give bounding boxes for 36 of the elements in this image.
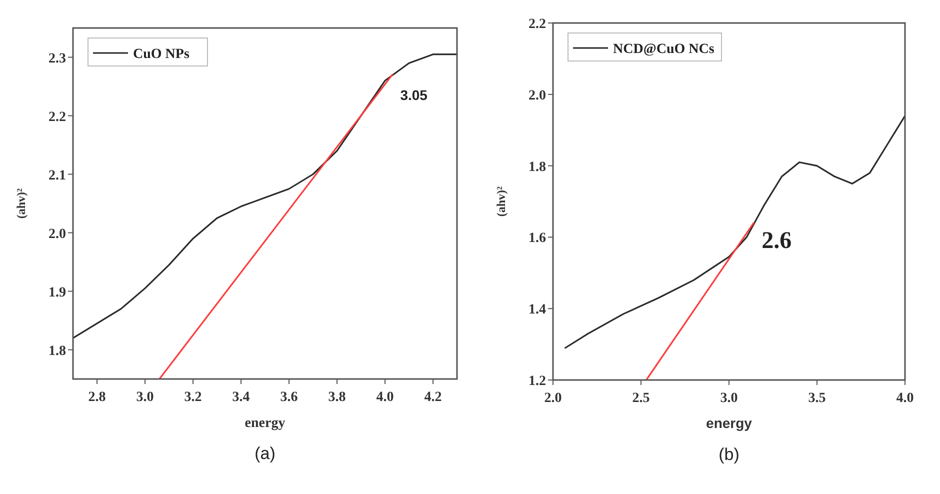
x-tick-label: 4.0: [896, 391, 914, 406]
x-tick-label: 4.2: [424, 390, 442, 405]
annotation: 2.6: [762, 228, 792, 254]
x-tick-label: 3.4: [232, 390, 250, 405]
y-axis-title: (ahv)²: [494, 186, 508, 217]
x-tick-label: 3.5: [808, 391, 826, 406]
annotation: 3.05: [400, 86, 428, 103]
y-tick-label: 1.2: [528, 374, 546, 389]
y-tick-label: 2.1: [48, 168, 66, 184]
text: (a): [254, 444, 276, 463]
x-tick-label: 3.0: [720, 391, 738, 406]
y-tick-label: 1.8: [528, 160, 546, 175]
legend-label: CuO NPs: [133, 47, 190, 62]
y-tick-label: 1.6: [528, 231, 546, 246]
text: (b): [718, 445, 740, 464]
x-tick-label: 2.8: [88, 390, 106, 405]
x-axis-title: energy: [244, 416, 286, 431]
x-axis-title: energy: [706, 415, 752, 431]
x-tick-label: 4.0: [376, 390, 394, 405]
x-tick-label: 3.8: [328, 390, 346, 405]
y-tick-label: 2.0: [48, 226, 66, 242]
x-tick-label: 2.5: [632, 391, 650, 406]
legend-label: NCD@CuO NCs: [613, 42, 715, 57]
y-axis-title: (ahv)²: [14, 188, 28, 219]
y-tick-label: 2.2: [528, 17, 546, 32]
y-tick-label: 1.9: [48, 285, 66, 300]
y-tick-label: 2.2: [48, 110, 66, 125]
x-tick-label: 3.0: [136, 390, 154, 405]
line-series: [564, 115, 905, 349]
y-tick-label: 2.3: [48, 51, 66, 66]
y-tick-label: 1.4: [528, 302, 546, 318]
y-tick-label: 2.0: [528, 88, 546, 104]
y-tick-label: 1.8: [48, 344, 66, 359]
x-tick-label: 2.0: [544, 391, 562, 406]
x-tick-label: 3.6: [280, 390, 298, 405]
x-tick-label: 3.2: [184, 390, 202, 405]
